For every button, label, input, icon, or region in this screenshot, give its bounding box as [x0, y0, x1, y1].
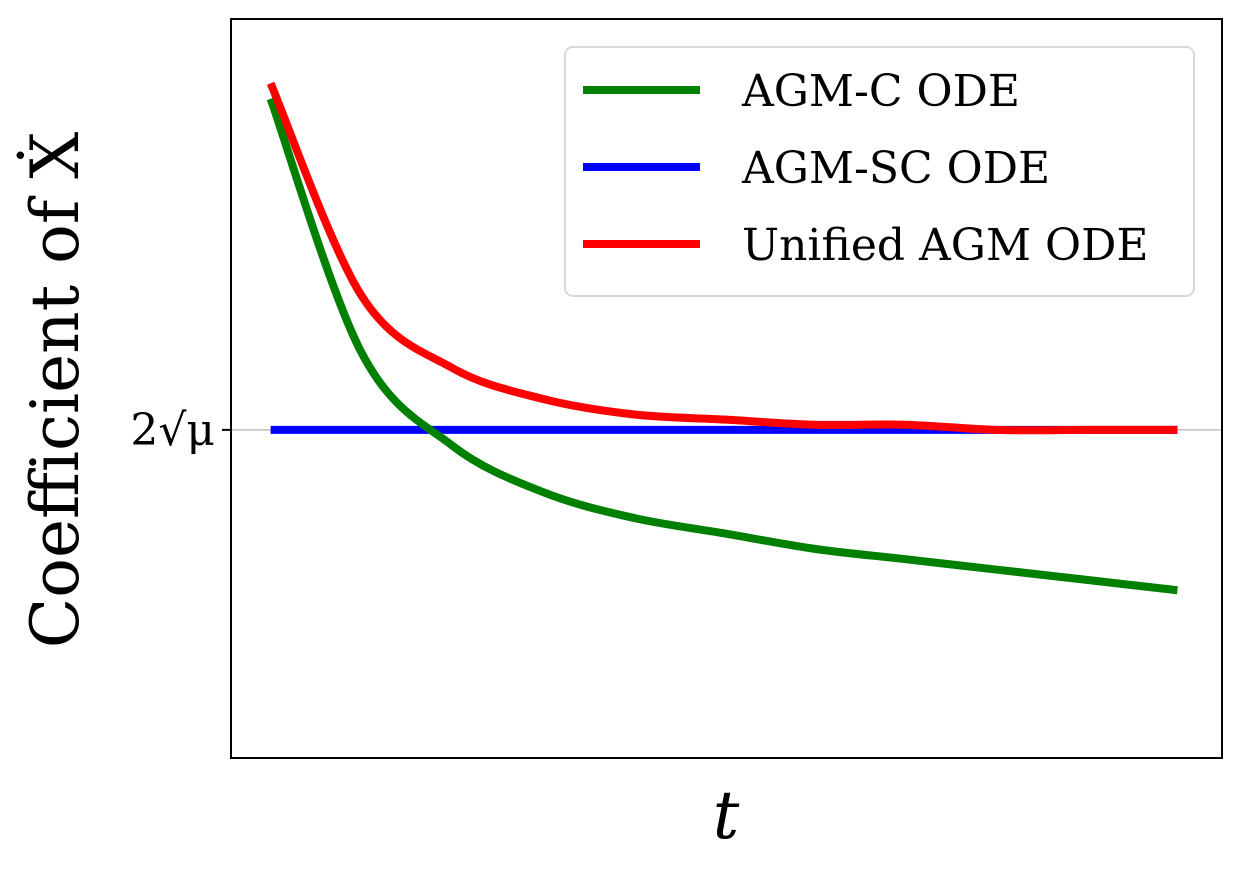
legend-label-1: AGM-SC ODE [741, 143, 1050, 194]
x-axis-label: t [713, 777, 740, 854]
y-tick-label-0: 2√μ [130, 405, 215, 456]
y-axis-label: Coefficient of Ẋ [17, 132, 94, 649]
legend: AGM-C ODE AGM-SC ODE Unified AGM ODE [564, 46, 1195, 297]
legend-items: AGM-C ODE AGM-SC ODE Unified AGM ODE [583, 66, 1148, 271]
series-line-0 [266, 97, 1178, 595]
legend-label-0: AGM-C ODE [741, 66, 1020, 117]
plot-content [231, 81, 1222, 595]
legend-label-2: Unified AGM ODE [742, 220, 1148, 271]
legend-box [564, 46, 1195, 297]
plot-frame [230, 18, 1223, 759]
y-ticks: 2√μ [130, 405, 231, 456]
series-line-2 [266, 81, 1178, 435]
